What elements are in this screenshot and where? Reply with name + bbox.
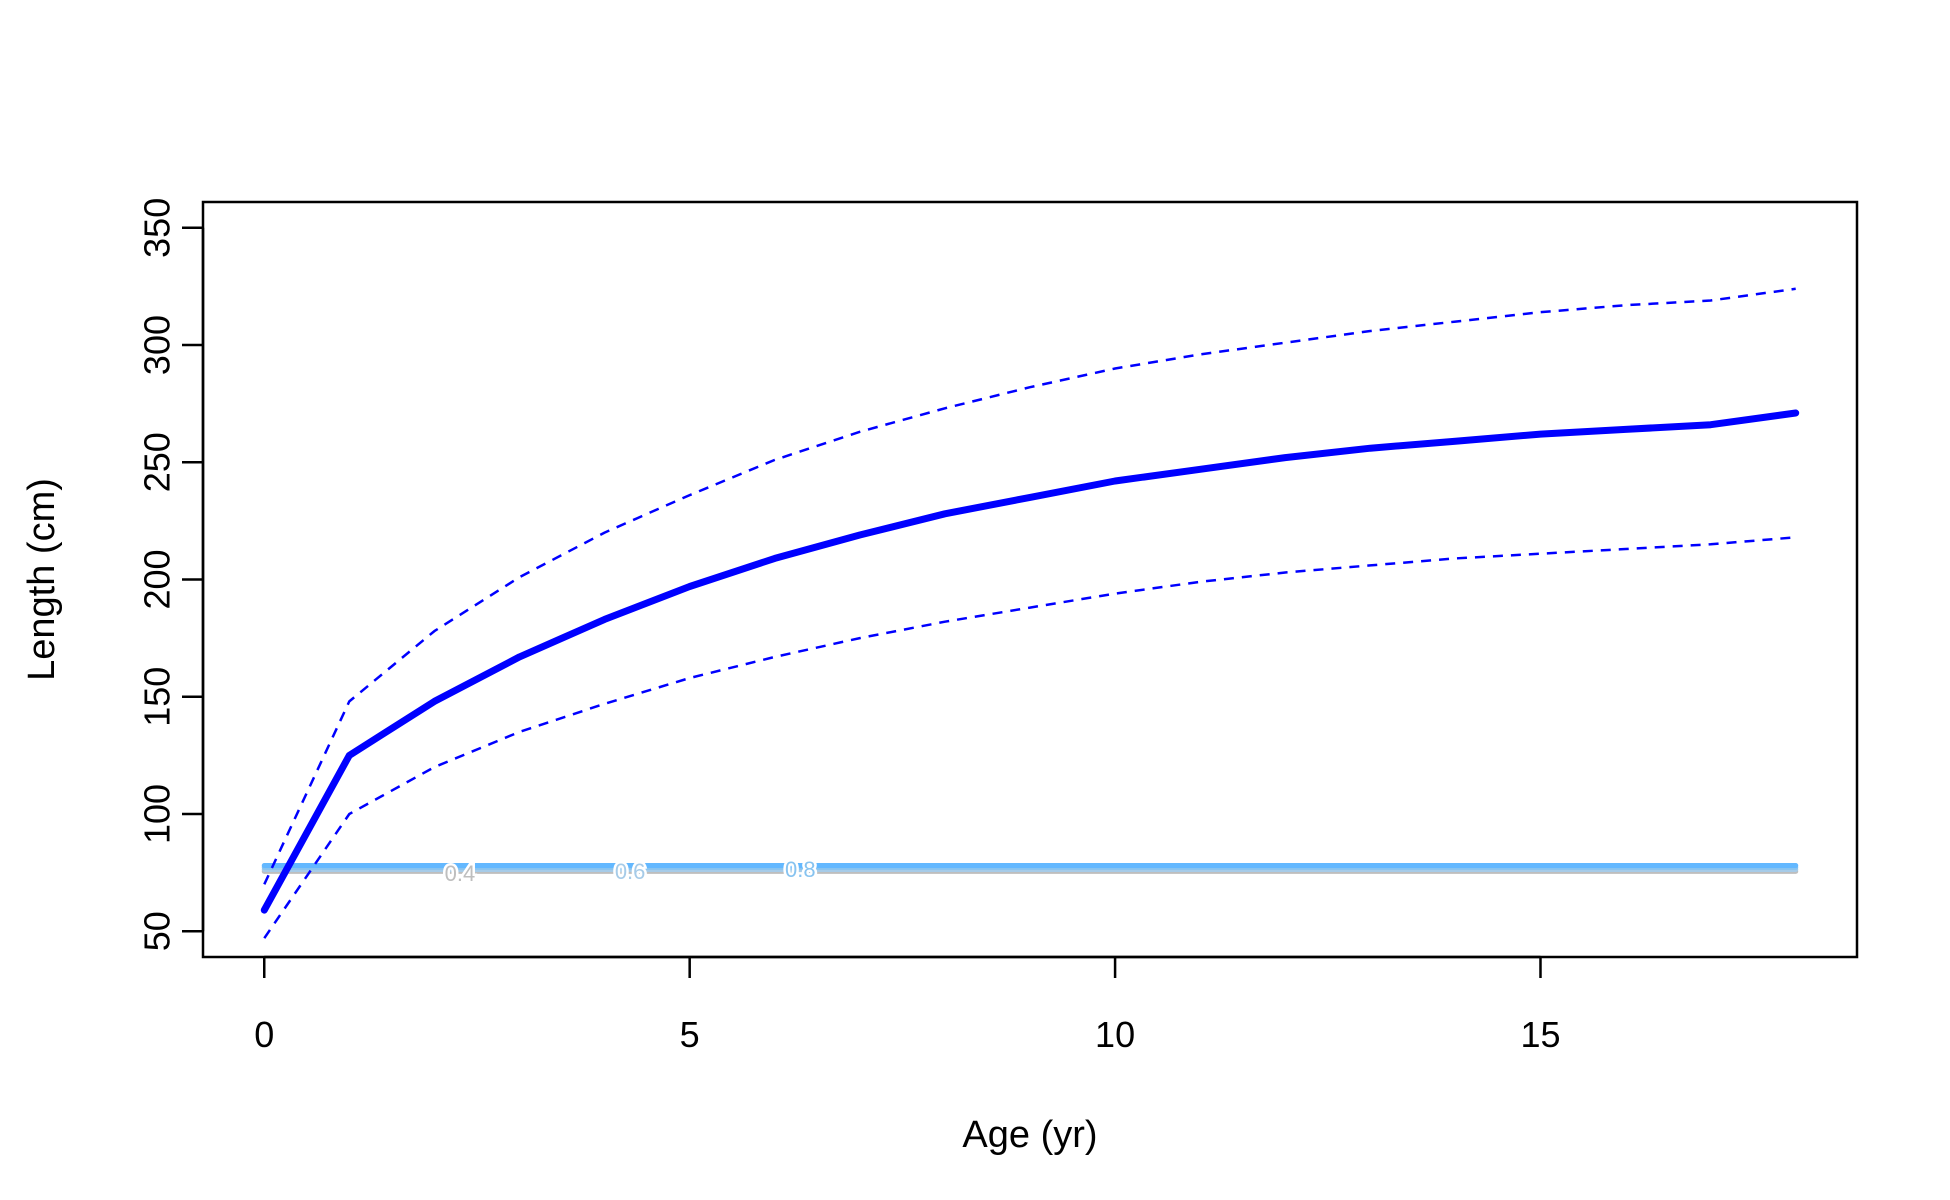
series-line-mean	[260, 409, 1800, 914]
y-tick-label: 50	[137, 911, 178, 951]
series-line-lower-interval	[263, 536, 1796, 939]
series-line-upper-interval	[263, 287, 1796, 885]
y-tick-label: 350	[137, 198, 178, 258]
maturity-band-layer: 0.4 0.6 0.8	[261, 854, 1799, 888]
y-tick-label: 250	[137, 432, 178, 492]
x-axis: 0 5 10 15	[254, 955, 1561, 1055]
maturity-band-label: 0.4	[445, 861, 476, 886]
y-axis: 50 100 150 200 250 300 350	[137, 198, 205, 951]
series-layer	[260, 287, 1800, 939]
y-tick-label: 100	[137, 784, 178, 844]
x-axis-title: Age (yr)	[962, 1114, 1097, 1156]
maturity-band-label: 0.6	[615, 859, 646, 884]
maturity-band-label: 0.8	[785, 857, 816, 882]
y-tick-label: 200	[137, 549, 178, 609]
y-tick-label: 150	[137, 667, 178, 727]
plot-frame	[201, 200, 1859, 959]
x-tick-label: 5	[680, 1014, 700, 1055]
x-tick-label: 15	[1520, 1014, 1560, 1055]
y-tick-label: 300	[137, 315, 178, 375]
y-axis-title: Length (cm)	[21, 478, 63, 681]
x-tick-label: 0	[254, 1014, 274, 1055]
x-tick-label: 10	[1095, 1014, 1135, 1055]
